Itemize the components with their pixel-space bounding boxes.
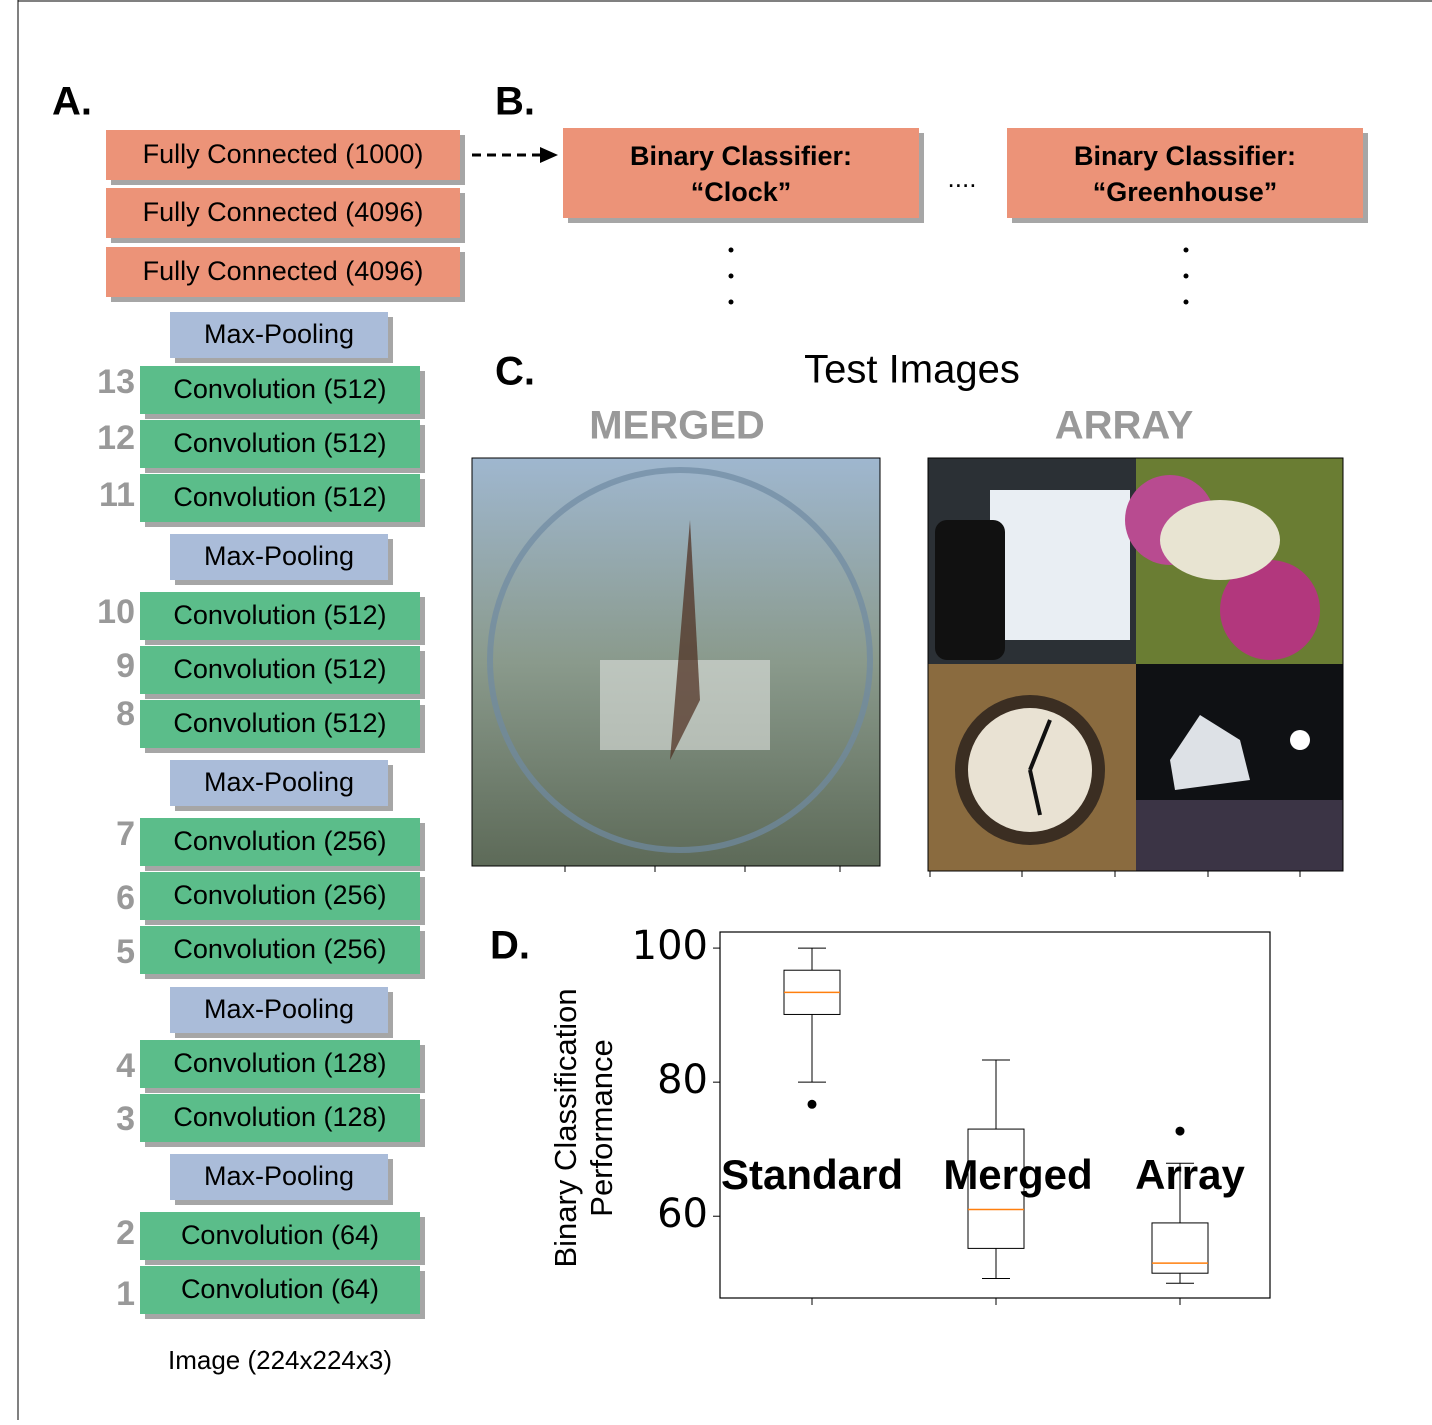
conv-layer-label: Convolution (512) [173, 654, 386, 684]
vertical-dots [729, 248, 1189, 305]
pool-layer-label: Max-Pooling [204, 319, 354, 349]
fc-layer-label: Fully Connected (4096) [143, 256, 424, 286]
outlier [1176, 1127, 1185, 1136]
conv-layer-label: Convolution (128) [173, 1048, 386, 1078]
ellipsis: .... [948, 163, 977, 193]
layer-number: 11 [99, 476, 135, 514]
layer-number: 13 [97, 363, 135, 401]
plot-frame [720, 932, 1270, 1298]
conv-layer-label: Convolution (512) [173, 428, 386, 458]
page: A. B. C. D. Image (224x224x3) .... Test … [0, 0, 1432, 1425]
conv-layer-label: Convolution (128) [173, 1102, 386, 1132]
panel-label: D. [490, 924, 530, 968]
array-image [928, 458, 1343, 871]
arrow-head [540, 147, 558, 163]
y-tick-label: 80 [657, 1057, 708, 1103]
layer-number: 6 [116, 879, 135, 917]
box [1152, 1223, 1208, 1273]
layer-number: 4 [116, 1047, 135, 1085]
layer-number: 10 [97, 593, 135, 631]
panel-label: B. [495, 80, 535, 124]
conv-layer-label: Convolution (256) [173, 826, 386, 856]
layer-number: 1 [116, 1275, 135, 1313]
classifier-label: “Clock” [691, 177, 792, 207]
conv-layer-label: Convolution (256) [173, 934, 386, 964]
y-tick-label: 60 [657, 1191, 708, 1237]
layer-number: 8 [116, 695, 135, 733]
array-title: ARRAY [1055, 404, 1194, 448]
classifier-label: Binary Classifier: [1074, 141, 1296, 171]
pool-layer-label: Max-Pooling [204, 541, 354, 571]
fc-layer-label: Fully Connected (1000) [143, 139, 424, 169]
x-tick-label: Standard [721, 1151, 903, 1198]
pool-layer-label: Max-Pooling [204, 767, 354, 797]
conv-layer-label: Convolution (512) [173, 482, 386, 512]
y-axis-label: Binary Classification [548, 988, 583, 1267]
input-label: Image (224x224x3) [168, 1345, 392, 1375]
layer-number: 9 [116, 647, 135, 685]
figure: A. B. C. D. Image (224x224x3) .... Test … [0, 0, 1432, 1420]
y-axis-label: Performance [584, 1039, 619, 1216]
conv-layer-label: Convolution (512) [173, 374, 386, 404]
y-tick-label: 100 [632, 923, 708, 969]
conv-layer-label: Convolution (64) [181, 1274, 379, 1304]
conv-layer-label: Convolution (512) [173, 600, 386, 630]
layer-number: 5 [116, 933, 135, 971]
outlier [808, 1100, 817, 1109]
layer-number: 3 [116, 1100, 135, 1138]
x-tick-label: Merged [943, 1151, 1092, 1198]
classifier-label: “Greenhouse” [1093, 177, 1278, 207]
merged-image [472, 458, 880, 866]
pool-layer-label: Max-Pooling [204, 1161, 354, 1191]
classifier-label: Binary Classifier: [630, 141, 852, 171]
panel-label: A. [52, 80, 92, 124]
conv-layer-label: Convolution (256) [173, 880, 386, 910]
fc-layer-label: Fully Connected (4096) [143, 197, 424, 227]
x-tick-label: Array [1135, 1151, 1245, 1198]
layer-number: 12 [97, 419, 135, 457]
test-images-title: Test Images [804, 348, 1020, 392]
pool-layer-label: Max-Pooling [204, 994, 354, 1024]
layer-number: 2 [116, 1214, 135, 1252]
merged-title: MERGED [589, 404, 765, 448]
panel-label: C. [495, 350, 535, 394]
layer-number: 7 [116, 815, 135, 853]
conv-layer-label: Convolution (512) [173, 708, 386, 738]
conv-layer-label: Convolution (64) [181, 1220, 379, 1250]
